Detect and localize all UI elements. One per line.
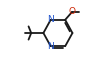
Text: N: N bbox=[47, 15, 54, 24]
Text: O: O bbox=[69, 7, 76, 16]
Text: N: N bbox=[47, 42, 54, 51]
